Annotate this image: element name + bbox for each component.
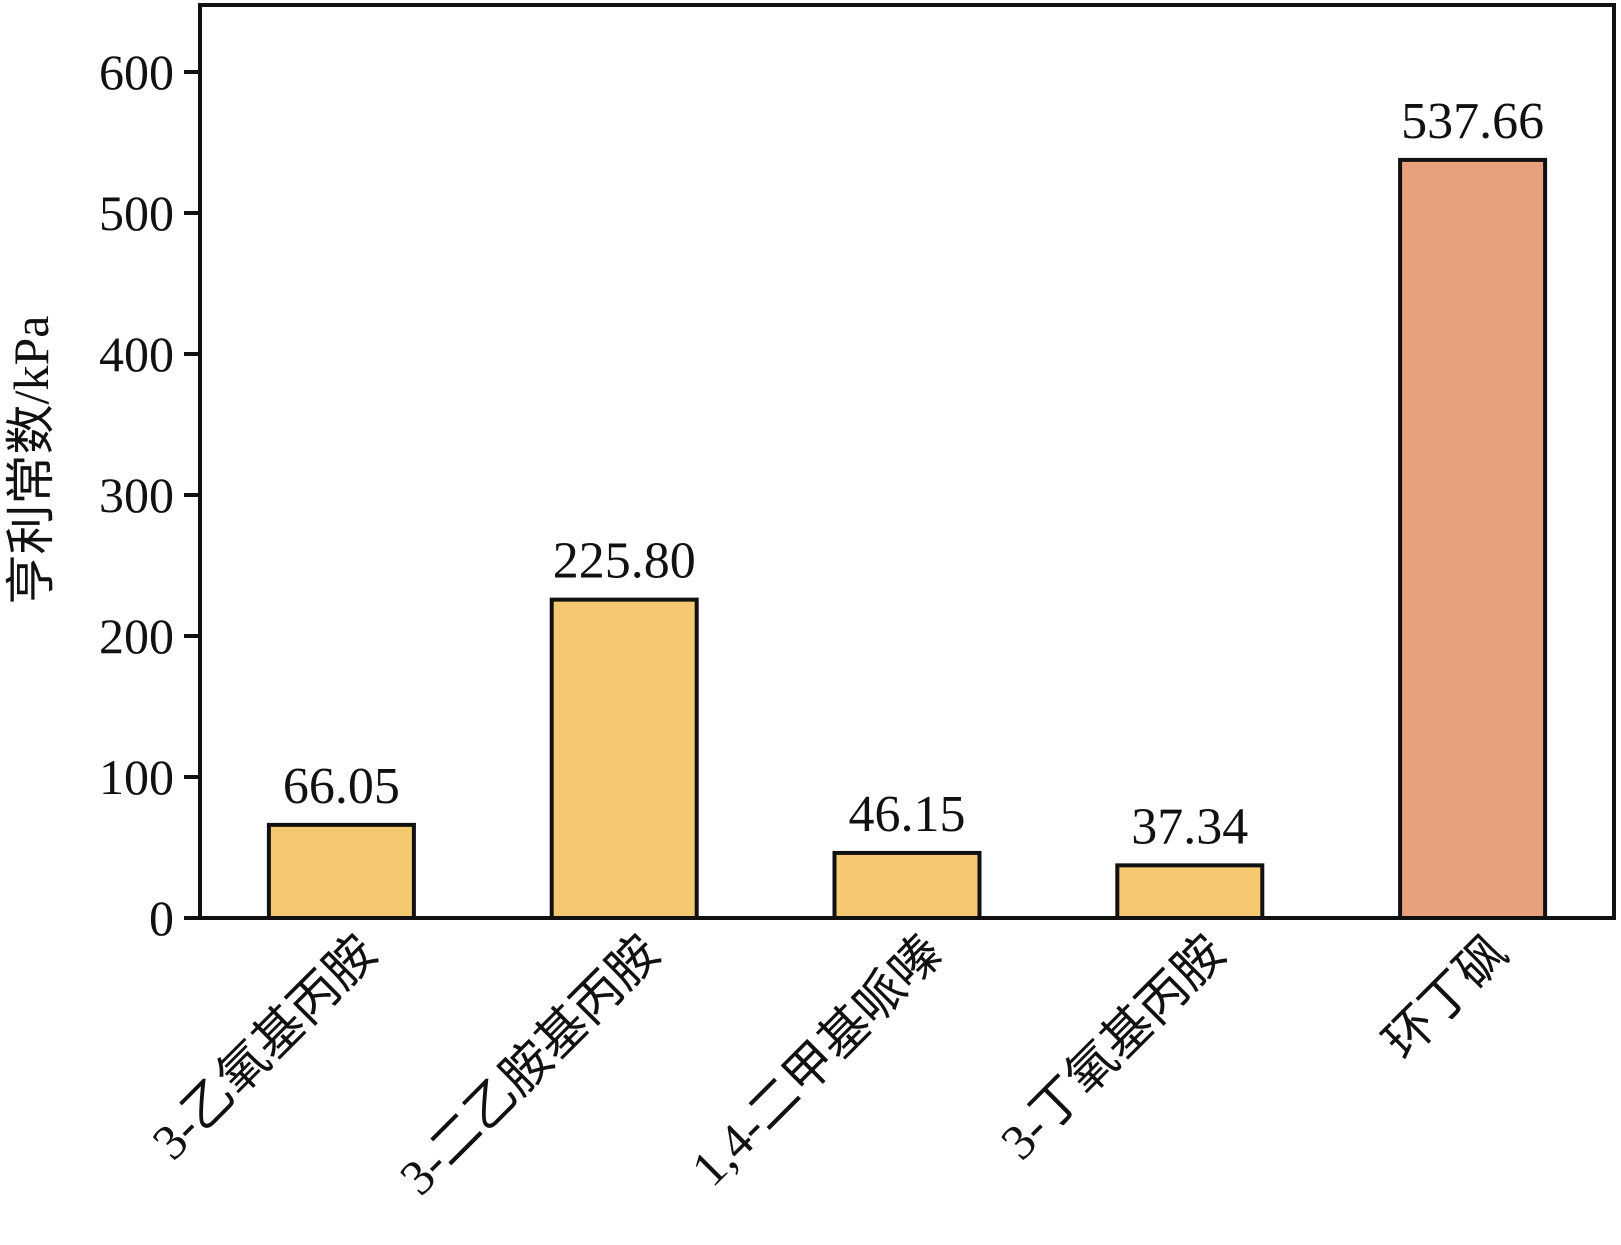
value-label-4: 37.34 [1131,798,1248,855]
y-ticks-layer: 0 100 200 300 400 500 600 [99,44,200,946]
value-labels-layer: 66.05 225.80 46.15 37.34 537.66 [283,93,1544,855]
y-axis-title: 亨利常数/kPa [3,316,59,605]
bar-1 [266,822,416,921]
bar-4 [1115,863,1265,920]
category-label-4: 3-丁氧基丙胺 [990,924,1236,1170]
bar-5 [1398,157,1548,920]
category-label-1: 3-乙氧基丙胺 [141,924,387,1170]
category-labels-layer: 3-乙氧基丙胺 3-二乙胺基丙胺 1,4-二甲基哌嗪 3-丁氧基丙胺 环丁砜 [141,924,1518,1205]
category-label-3: 1,4-二甲基哌嗪 [680,924,952,1196]
y-tick-label-400: 400 [99,326,174,382]
y-tick-label-0: 0 [149,890,174,946]
category-label-2: 3-二乙胺基丙胺 [389,924,670,1205]
value-label-1: 66.05 [283,758,400,815]
y-tick-label-300: 300 [99,467,174,523]
y-tick-label-100: 100 [99,749,174,805]
value-label-2: 225.80 [553,533,696,590]
y-tick-label-500: 500 [99,185,174,241]
y-tick-label-600: 600 [99,44,174,100]
bar-3 [832,850,982,921]
plot-frame [198,3,1616,920]
value-label-3: 46.15 [849,786,966,843]
category-label-5: 环丁砜 [1373,924,1519,1070]
value-label-5: 537.66 [1401,93,1544,150]
bars-layer [266,157,1548,921]
bar-2 [549,597,699,920]
y-tick-label-200: 200 [99,608,174,664]
axes-layer [198,3,1616,920]
